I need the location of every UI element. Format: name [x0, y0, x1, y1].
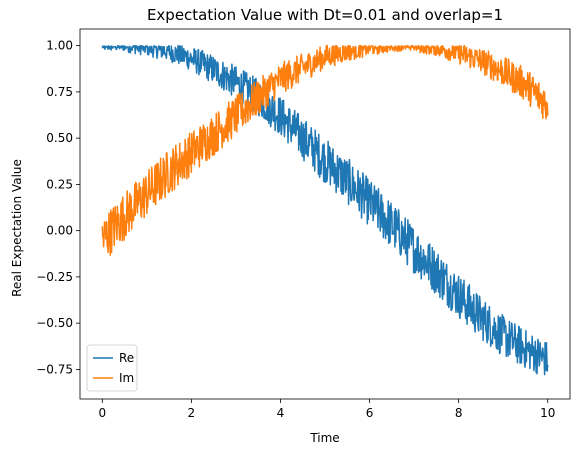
x-tick-label: 10: [540, 406, 555, 420]
legend-label-re: Re: [119, 351, 134, 365]
y-tick-label: −0.50: [36, 316, 73, 330]
x-tick-label: 6: [366, 406, 374, 420]
y-tick-label: 0.75: [46, 85, 73, 99]
x-tick-label: 8: [455, 406, 463, 420]
legend-box: [86, 344, 138, 392]
y-tick-label: −0.75: [36, 362, 73, 376]
axes-frame: [79, 28, 571, 400]
x-axis-label: Time: [309, 431, 339, 445]
x-tick-label: 0: [98, 406, 106, 420]
y-tick-label: 0.00: [46, 224, 73, 238]
y-tick-label: 1.00: [46, 39, 73, 53]
x-tick-label: 2: [188, 406, 196, 420]
y-tick-label: 0.50: [46, 131, 73, 145]
series-line-re: [101, 44, 549, 376]
series-line-im: [101, 44, 549, 256]
chart-title: Expectation Value with Dt=0.01 and overl…: [147, 6, 503, 24]
legend-label-im: Im: [119, 371, 134, 385]
y-tick-label: −0.25: [36, 270, 73, 284]
legend: Re Im: [86, 344, 138, 392]
x-tick-label: 4: [277, 406, 285, 420]
y-axis-label: Real Expectation Value: [10, 159, 24, 297]
y-tick-label: 0.25: [46, 177, 73, 191]
plot-area: 0 2 4 6 8 10 −0.75 −0.50 −0.25 0.00 0.25 0.50 0.75 1.…: [36, 28, 571, 420]
